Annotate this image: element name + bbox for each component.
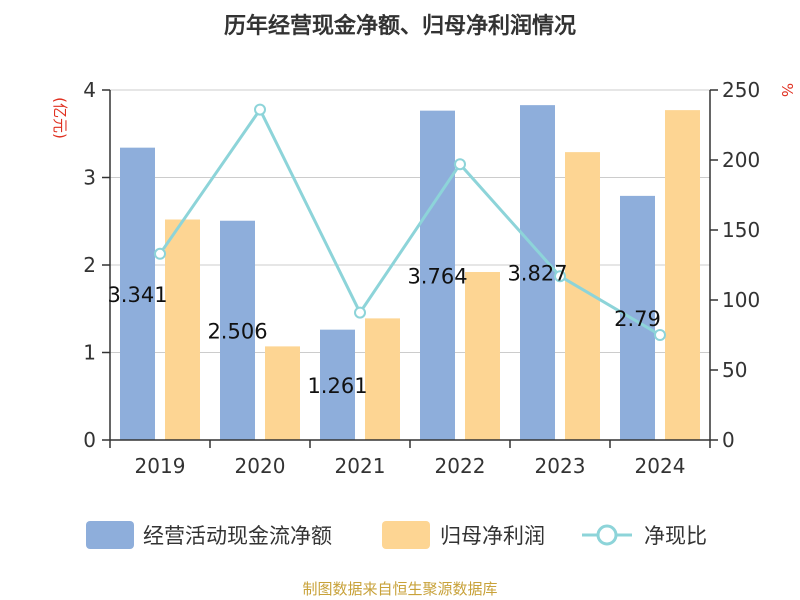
legend: 经营活动现金流净额 归母净利润 净现比 [86, 521, 707, 549]
cash-flow-bar [220, 220, 255, 440]
ratio-line-layer [154, 103, 666, 341]
left-axis-tick-label: 1 [83, 341, 96, 365]
bar-data-label: 3.764 [407, 264, 467, 288]
ratio-point [654, 329, 666, 341]
chart-title: 历年经营现金净额、归母净利润情况 [224, 13, 576, 39]
data-labels: 3.341 2.506 1.261 3.764 3.827 2.79 [107, 262, 660, 398]
cash-flow-bar [320, 329, 355, 440]
legend-label-profit: 归母净利润 [440, 524, 545, 548]
bar-data-label: 3.341 [107, 283, 167, 307]
bar-data-label: 2.506 [207, 319, 267, 343]
axes: 0 1 2 3 4 0 50 100 150 200 250 2019 2020 2021 2022 2023… [83, 78, 760, 478]
net-profit-bar [465, 272, 500, 440]
x-axis-tick-label: 2019 [135, 454, 186, 478]
legend-label-ratio: 净现比 [644, 524, 707, 548]
ratio-point [154, 247, 166, 260]
net-profit-bar [365, 318, 400, 440]
bars [120, 105, 700, 441]
right-axis-unit: % [778, 83, 796, 97]
x-axis-tick-label: 2022 [435, 454, 486, 478]
x-axis-tick-label: 2023 [535, 454, 586, 478]
left-axis-tick-label: 0 [83, 428, 96, 452]
net-profit-bar [265, 346, 300, 440]
right-axis-tick-label: 250 [722, 78, 760, 102]
left-axis-tick-label: 3 [83, 166, 96, 190]
ratio-line [158, 106, 661, 337]
ratio-point [454, 158, 466, 171]
bar-data-label: 2.79 [614, 307, 661, 331]
cash-flow-bar [620, 195, 655, 440]
legend-marker-ratio [596, 524, 618, 546]
left-axis-tick-label: 4 [83, 78, 96, 102]
net-profit-bar [665, 110, 700, 440]
cash-flow-bar [120, 147, 155, 440]
bar-data-label: 1.261 [307, 374, 367, 398]
source-note: 制图数据来自恒生聚源数据库 [302, 580, 497, 598]
legend-label-cash: 经营活动现金流净额 [143, 524, 332, 548]
ratio-point [354, 306, 366, 319]
ratio-point [554, 270, 566, 283]
grid-lines [110, 89, 710, 353]
legend-swatch-profit [382, 521, 430, 549]
x-axis-tick-label: 2024 [635, 454, 686, 478]
right-axis-tick-label: 50 [722, 358, 747, 382]
bar-data-label: 3.827 [507, 262, 567, 286]
cash-flow-bar [420, 110, 455, 441]
net-profit-bar [165, 219, 200, 440]
right-axis-tick-label: 200 [722, 148, 760, 172]
left-axis-unit: (亿元) [51, 97, 69, 139]
ratio-point [254, 103, 266, 116]
x-axis-tick-label: 2020 [235, 454, 286, 478]
left-axis-tick-label: 2 [83, 253, 96, 277]
right-axis-tick-label: 150 [722, 218, 760, 242]
cash-flow-bar [520, 105, 555, 440]
right-axis-tick-label: 100 [722, 288, 760, 312]
legend-swatch-cash [86, 521, 134, 549]
x-axis-tick-label: 2021 [335, 454, 386, 478]
right-axis-tick-label: 0 [722, 428, 735, 452]
